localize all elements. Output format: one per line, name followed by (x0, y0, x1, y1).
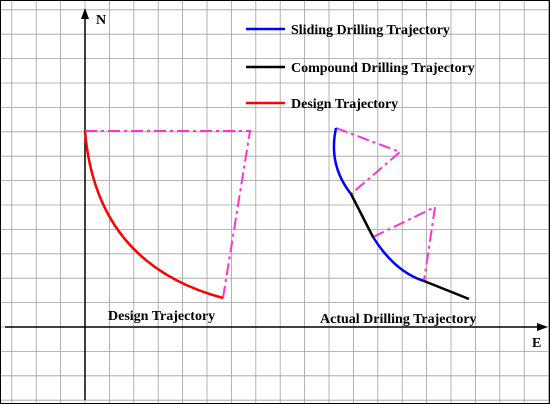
design-trajectory-group (83, 130, 252, 300)
axes: N E (5, 8, 548, 400)
sliding-segment-lower (371, 236, 425, 283)
actual-trajectory-caption: Actual Drilling Trajectory (320, 312, 477, 327)
north-axis-label: N (96, 13, 106, 28)
east-axis-label: E (532, 336, 541, 351)
compound-segment-lower (423, 279, 470, 301)
design-trajectory-arc (83, 130, 224, 300)
legend-label-compound: Compound Drilling Trajectory (291, 61, 475, 76)
design-trajectory-caption: Design Trajectory (108, 309, 215, 324)
legend-label-design: Design Trajectory (291, 97, 398, 112)
north-axis-arrowhead (81, 8, 89, 19)
sliding-segment-upper (332, 127, 352, 195)
east-axis-arrowhead (537, 323, 548, 331)
actual-trajectory-group (332, 127, 470, 301)
legend: Sliding Drilling Trajectory Compound Dri… (246, 23, 475, 112)
actual-construction-lines (335, 127, 437, 282)
compound-segment-upper (349, 193, 375, 238)
legend-label-sliding: Sliding Drilling Trajectory (291, 23, 450, 38)
design-construction-lines (85, 130, 252, 299)
